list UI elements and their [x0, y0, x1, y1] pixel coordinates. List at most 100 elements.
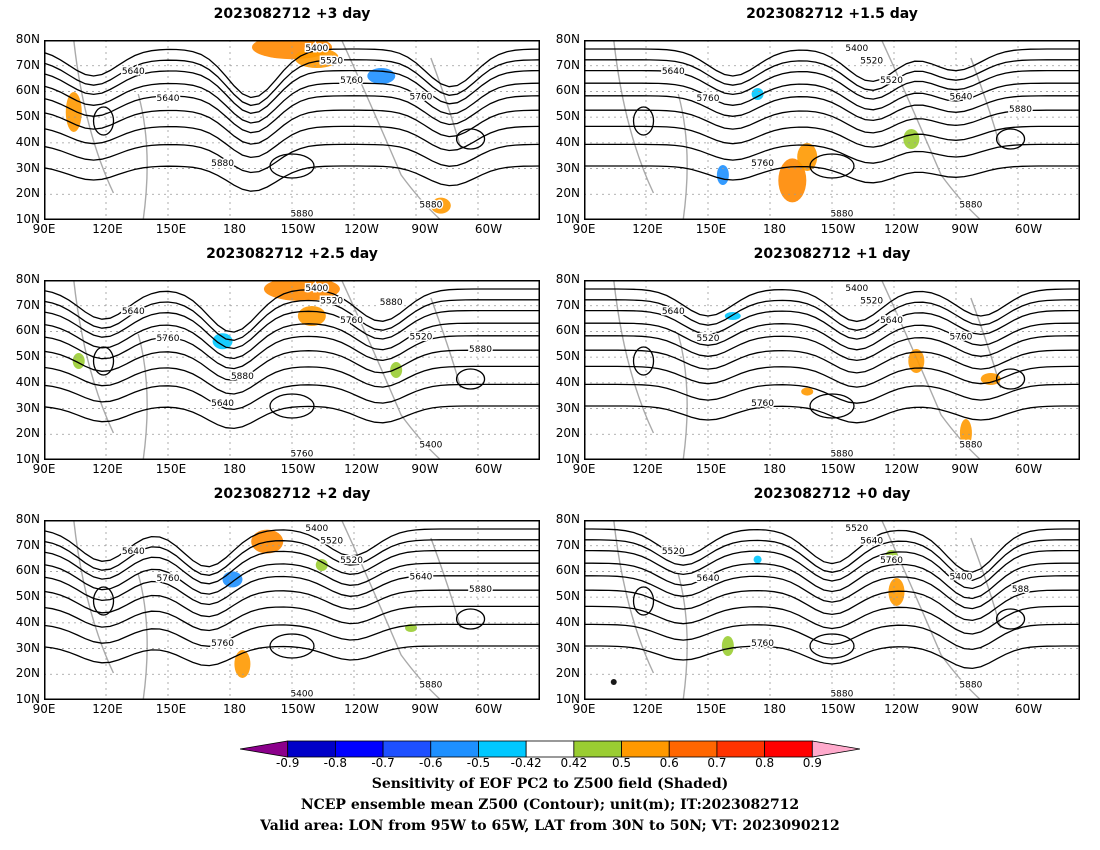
lon-label: 150W — [280, 702, 316, 716]
lat-label: 20N — [15, 186, 40, 201]
lon-label: 90E — [32, 222, 56, 236]
colorbar-tick: 0.5 — [611, 756, 632, 770]
contour-label: 5880 — [231, 372, 254, 382]
lon-label: 180 — [223, 222, 246, 236]
panel-title-3: 2023082712 +2.5 day — [206, 246, 378, 262]
contour-label: 5760 — [290, 449, 313, 459]
contour-label: 5880 — [959, 680, 982, 690]
colorbar-tick: -0.7 — [371, 756, 395, 770]
lat-label: 60N — [15, 563, 40, 578]
contour-label: 5520 — [880, 76, 903, 86]
contour-label: 5760 — [410, 92, 433, 102]
z500-contour — [44, 82, 540, 124]
sensitivity-shade — [903, 129, 920, 149]
contour-label: 5760 — [751, 639, 774, 649]
contour-label: 5400 — [950, 572, 973, 582]
map-svg: 5400 5520 5640 5520 5640 5760 5760 5880 5880 — [584, 280, 1080, 460]
lat-label: 40N — [555, 614, 580, 629]
map-panel-1: 5400 5520 5640 5640 5760 5760 5880 5880 5880 — [44, 40, 540, 220]
contour-label: 5760 — [880, 556, 903, 566]
lon-label: 150E — [695, 222, 727, 236]
contour-label: 5760 — [751, 399, 774, 409]
lat-label: 70N — [555, 297, 580, 312]
lat-label: 30N — [555, 640, 580, 655]
colorbar-swatch — [573, 740, 622, 758]
lon-label: 150W — [820, 462, 856, 476]
z500-contour — [44, 589, 540, 618]
z500-contour — [44, 309, 540, 350]
lat-label: 70N — [15, 537, 40, 552]
lon-label: 150E — [155, 462, 187, 476]
contour-label: 5640 — [860, 536, 883, 546]
lat-label: 40N — [15, 614, 40, 629]
lat-label: 60N — [15, 83, 40, 98]
map-panel-4: 5400 5520 5640 5520 5640 5760 5760 5880 5880 — [584, 280, 1080, 460]
map-frame — [584, 280, 1080, 460]
lat-label: 40N — [555, 134, 580, 149]
lat-label: 60N — [555, 323, 580, 338]
lat-label: 10N — [555, 212, 580, 226]
z500-contour — [44, 143, 540, 174]
colorbar-tick: 0.7 — [707, 756, 727, 770]
contour-label: 5880 — [830, 209, 853, 219]
map-panel-2: 5400 5520 5640 5760 5520 5640 5760 5880 5880 5880 — [584, 40, 1080, 220]
z500-contour — [44, 335, 540, 370]
colorbar-tick: -0.42 — [510, 756, 542, 770]
lat-label: 10N — [555, 452, 580, 466]
lon-label: 150W — [280, 462, 316, 476]
lon-label: 120E — [632, 222, 663, 236]
lon-label: 90W — [411, 702, 439, 716]
colorbar-tick: -0.9 — [275, 756, 300, 770]
lat-label: 60N — [555, 563, 580, 578]
colorbar-tick: 0.6 — [659, 756, 679, 770]
closed-contour — [455, 608, 486, 630]
lon-label: 60W — [1014, 702, 1043, 716]
panel-title-2: 2023082712 +1.5 day — [746, 6, 918, 22]
colorbar-tick: 0.42 — [560, 756, 588, 770]
lon-label: 120W — [884, 462, 919, 476]
z500-contour — [584, 405, 1080, 424]
lat-label: 10N — [15, 692, 40, 706]
lat-label: 20N — [555, 186, 580, 201]
lat-label: 50N — [15, 109, 40, 124]
coastline — [613, 40, 1002, 220]
colorbar-swatch — [478, 740, 527, 758]
sensitivity-shade — [801, 387, 814, 396]
sensitivity-shade — [212, 333, 233, 350]
coastline — [73, 280, 462, 460]
closed-contour — [809, 153, 855, 179]
lat-label: 30N — [15, 400, 40, 415]
lat-label: 60N — [15, 323, 40, 338]
lon-label: 90E — [572, 462, 596, 476]
z500-contour — [584, 288, 1080, 323]
lon-label: 60W — [474, 462, 503, 476]
lon-label: 150E — [155, 702, 187, 716]
panel-title-6: 2023082712 +0 day — [753, 486, 911, 502]
z500-contour — [584, 109, 1080, 134]
colorbar-swatch — [430, 740, 479, 758]
contour-label: 5880 — [290, 209, 313, 219]
contour-label: 5400 — [845, 284, 868, 294]
z500-contour — [44, 95, 540, 134]
z500-contour — [44, 109, 540, 145]
coastline — [613, 520, 1002, 700]
caption-line-2: NCEP ensemble mean Z500 (Contour); unit(… — [300, 797, 800, 813]
lat-label: 80N — [15, 272, 40, 286]
z500-contour — [584, 549, 1080, 590]
sensitivity-shade — [753, 555, 762, 564]
lat-label: 10N — [15, 212, 40, 226]
contour-label: 5520 — [697, 334, 720, 344]
z500-contour — [44, 405, 540, 430]
map-panel-5: 5400 5520 5640 5760 5520 5640 5760 5400 5880 5880 — [44, 520, 540, 700]
z500-contour — [44, 539, 540, 576]
lon-label: 120E — [92, 462, 123, 476]
sensitivity-shade — [778, 158, 807, 203]
lat-label: 20N — [555, 426, 580, 441]
map-svg: 5400 5520 5640 5760 5520 5640 5760 5400 5880 5880 — [44, 520, 540, 700]
lat-label: 80N — [15, 32, 40, 46]
map-svg: 5400 5520 5640 5760 5520 5640 5760 5880 5880 5880 — [584, 40, 1080, 220]
coastline — [73, 40, 462, 220]
lon-label: 60W — [1014, 222, 1043, 236]
lon-label: 90W — [951, 222, 979, 236]
contour-label: 5520 — [662, 547, 685, 557]
